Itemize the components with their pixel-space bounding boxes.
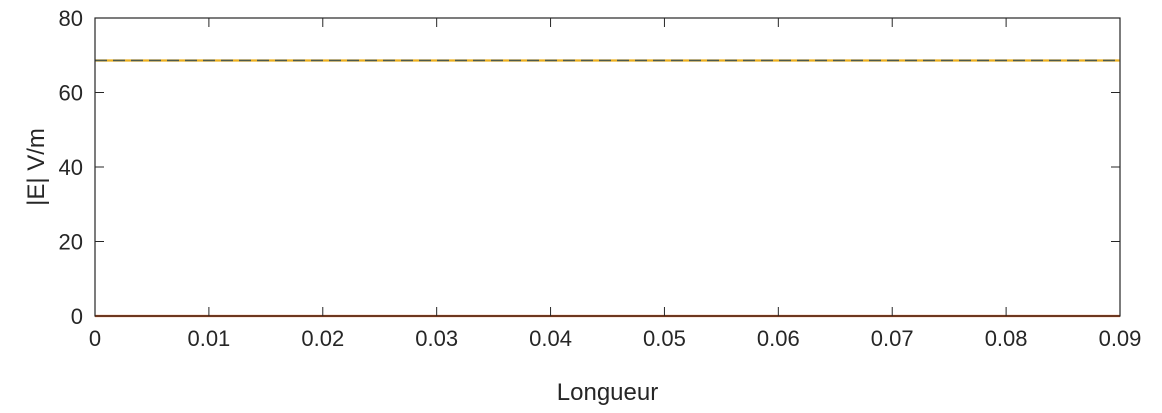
x-tick-labels: 0 0.01 0.02 0.03 0.04 0.05 0.06 0.07 0.08 0.09: [89, 326, 1142, 351]
y-axis-label: |E| V/m: [23, 128, 50, 206]
x-tick-label: 0.09: [1099, 326, 1142, 351]
x-tick-label: 0.06: [757, 326, 800, 351]
x-tick-label: 0.04: [529, 326, 572, 351]
y-tick-label: 0: [71, 304, 83, 329]
y-tick-label: 20: [59, 230, 83, 255]
x-tick-label: 0.05: [643, 326, 686, 351]
y-tick-label: 60: [59, 81, 83, 106]
x-tick-label: 0.08: [985, 326, 1028, 351]
axis-ticks: [94, 17, 1121, 317]
x-tick-label: 0.02: [301, 326, 344, 351]
y-tick-labels: 0 20 40 60 80: [59, 6, 83, 329]
x-axis-label: Longueur: [557, 379, 658, 406]
x-tick-label: 0.07: [871, 326, 914, 351]
x-tick-label: 0.03: [415, 326, 458, 351]
y-tick-label: 40: [59, 155, 83, 180]
x-tick-label: 0: [89, 326, 101, 351]
plot-area-frame: [94, 17, 1121, 317]
y-tick-label: 80: [59, 6, 83, 31]
series-lines: [95, 59, 1120, 318]
x-tick-label: 0.01: [187, 326, 230, 351]
